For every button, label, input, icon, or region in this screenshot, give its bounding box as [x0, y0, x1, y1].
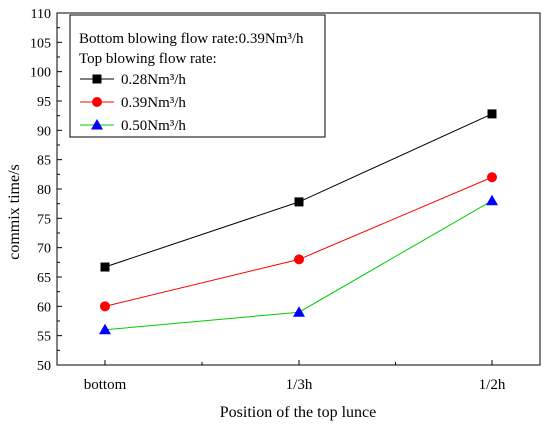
data-point: [294, 254, 304, 265]
series-2: [100, 172, 497, 312]
data-point: [487, 109, 497, 119]
y-tick-label: 75: [37, 212, 51, 227]
x-tick-label: bottom: [84, 377, 127, 393]
legend-title-top: Top blowing flow rate:: [79, 51, 217, 67]
x-tick-label: 1/3h: [286, 377, 313, 393]
y-tick-label: 85: [37, 154, 51, 169]
y-tick-label: 95: [37, 95, 51, 110]
legend-marker: [91, 119, 103, 130]
data-point: [486, 194, 498, 206]
y-tick-label: 110: [31, 7, 51, 22]
y-tick-label: 70: [37, 242, 51, 257]
legend-label: 0.28Nm³/h: [121, 72, 186, 88]
series-lines: [99, 109, 498, 335]
data-point: [100, 262, 110, 272]
data-point: [293, 306, 305, 317]
y-tick-label: 80: [37, 183, 51, 198]
x-axis-title: Position of the top lunce: [220, 404, 376, 421]
series-3: [99, 194, 498, 335]
y-axis-title: commix time/s: [6, 164, 23, 260]
legend-label: 0.50Nm³/h: [121, 118, 186, 134]
series-line: [104, 176, 493, 307]
legend: Bottom blowing flow rate:0.39Nm³/h Top b…: [69, 14, 326, 138]
series-1: [100, 109, 497, 272]
data-point: [294, 197, 304, 207]
legend-marker: [92, 97, 102, 107]
y-tick-label: 100: [30, 66, 51, 81]
legend-title-bottom: Bottom blowing flow rate:0.39Nm³/h: [79, 31, 304, 47]
legend-marker: [92, 74, 102, 84]
data-point: [100, 301, 110, 312]
data-point: [99, 323, 111, 335]
x-tick-label: 1/2h: [479, 377, 506, 393]
y-tick-label: 65: [37, 271, 51, 286]
data-point: [487, 172, 497, 183]
y-tick-label: 55: [37, 330, 51, 345]
legend-label: 0.39Nm³/h: [121, 95, 186, 111]
y-tick-label: 105: [30, 36, 51, 51]
y-tick-label: 60: [37, 300, 51, 315]
legend-box: [69, 14, 326, 138]
y-tick-label: 90: [37, 124, 51, 139]
y-tick-label: 50: [37, 359, 51, 374]
axis-ticks: 50 55 60 65 70 75 80 85 90 95 100 105 110 bottom 1/3h 1…: [30, 7, 506, 393]
